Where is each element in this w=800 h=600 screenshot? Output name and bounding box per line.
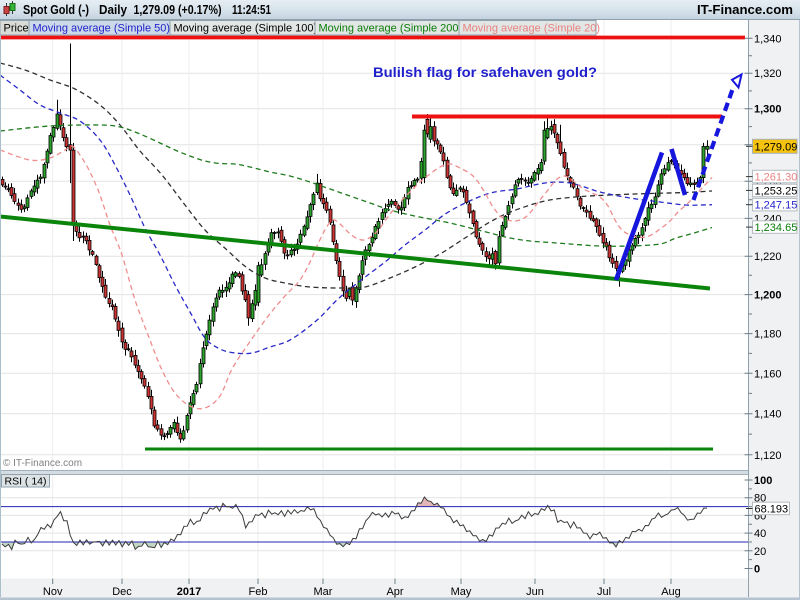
svg-text:1,140: 1,140	[754, 409, 782, 421]
svg-text:Moving average (Simple 100): Moving average (Simple 100)	[174, 23, 318, 35]
svg-text:Mar: Mar	[314, 586, 333, 598]
svg-text:Daily: Daily	[99, 2, 128, 17]
svg-text:Moving average (Simple 200): Moving average (Simple 200)	[319, 23, 463, 35]
svg-text:1,279.09: 1,279.09	[755, 141, 798, 153]
svg-text:Dec: Dec	[112, 586, 132, 598]
svg-text:Nov: Nov	[43, 586, 63, 598]
svg-text:Feb: Feb	[249, 586, 268, 598]
svg-text:Jun: Jun	[526, 586, 544, 598]
svg-text:May: May	[451, 586, 472, 598]
svg-text:11:24:51: 11:24:51	[232, 2, 271, 17]
svg-text:1,180: 1,180	[754, 329, 782, 341]
svg-text:Apr: Apr	[386, 586, 403, 598]
svg-text:Bulilsh flag for safehaven gol: Bulilsh flag for safehaven gold?	[373, 65, 597, 80]
svg-text:1,253.25: 1,253.25	[755, 185, 798, 197]
svg-text:100: 100	[754, 475, 772, 487]
svg-text:Moving average (Simple 20): Moving average (Simple 20)	[463, 23, 601, 35]
svg-text:1,340: 1,340	[754, 33, 782, 45]
svg-text:1,300: 1,300	[754, 104, 782, 116]
svg-text:1,247.15: 1,247.15	[755, 200, 798, 212]
svg-text:40: 40	[754, 528, 766, 540]
svg-text:1,234.65: 1,234.65	[755, 222, 798, 234]
svg-text:1,220: 1,220	[754, 251, 782, 263]
svg-text:Aug: Aug	[661, 586, 681, 598]
svg-text:RSI ( 14): RSI ( 14)	[5, 476, 47, 488]
svg-text:Jul: Jul	[597, 586, 611, 598]
svg-text:1,279.09 (+0.17%): 1,279.09 (+0.17%)	[134, 2, 222, 17]
svg-text:2017: 2017	[177, 586, 201, 598]
svg-text:1,120: 1,120	[754, 450, 782, 462]
svg-text:Moving average (Simple 50): Moving average (Simple 50)	[33, 23, 171, 35]
svg-text:1,320: 1,320	[754, 68, 782, 80]
svg-text:68.193: 68.193	[755, 504, 789, 516]
svg-text:IT-Finance.com: IT-Finance.com	[697, 3, 793, 17]
svg-text:1,200: 1,200	[754, 290, 782, 302]
svg-text:1,160: 1,160	[754, 368, 782, 380]
svg-text:© IT-Finance.com: © IT-Finance.com	[3, 458, 82, 469]
svg-text:20: 20	[754, 546, 766, 558]
svg-text:Price: Price	[4, 23, 29, 35]
svg-text:1,261.30: 1,261.30	[755, 172, 798, 184]
svg-text:0: 0	[754, 564, 760, 576]
svg-text:Spot Gold (-): Spot Gold (-)	[23, 2, 89, 17]
